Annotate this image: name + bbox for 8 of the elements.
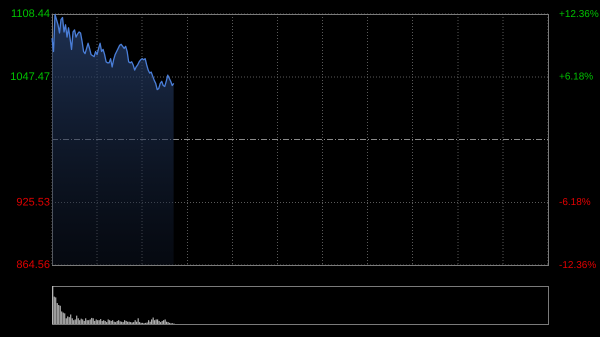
y2-tick-label: +6.18%	[559, 72, 594, 82]
y-tick-label: 1047.47	[10, 70, 50, 83]
y2-tick-label: -12.36%	[559, 260, 596, 271]
y-tick-label: 1108.44	[11, 8, 50, 20]
y2-tick-label: -6.18%	[559, 197, 591, 208]
y-tick-label: 925.53	[16, 196, 50, 208]
y-tick-label: 864.56	[16, 259, 50, 272]
y2-tick-label: +12.36%	[559, 8, 599, 20]
